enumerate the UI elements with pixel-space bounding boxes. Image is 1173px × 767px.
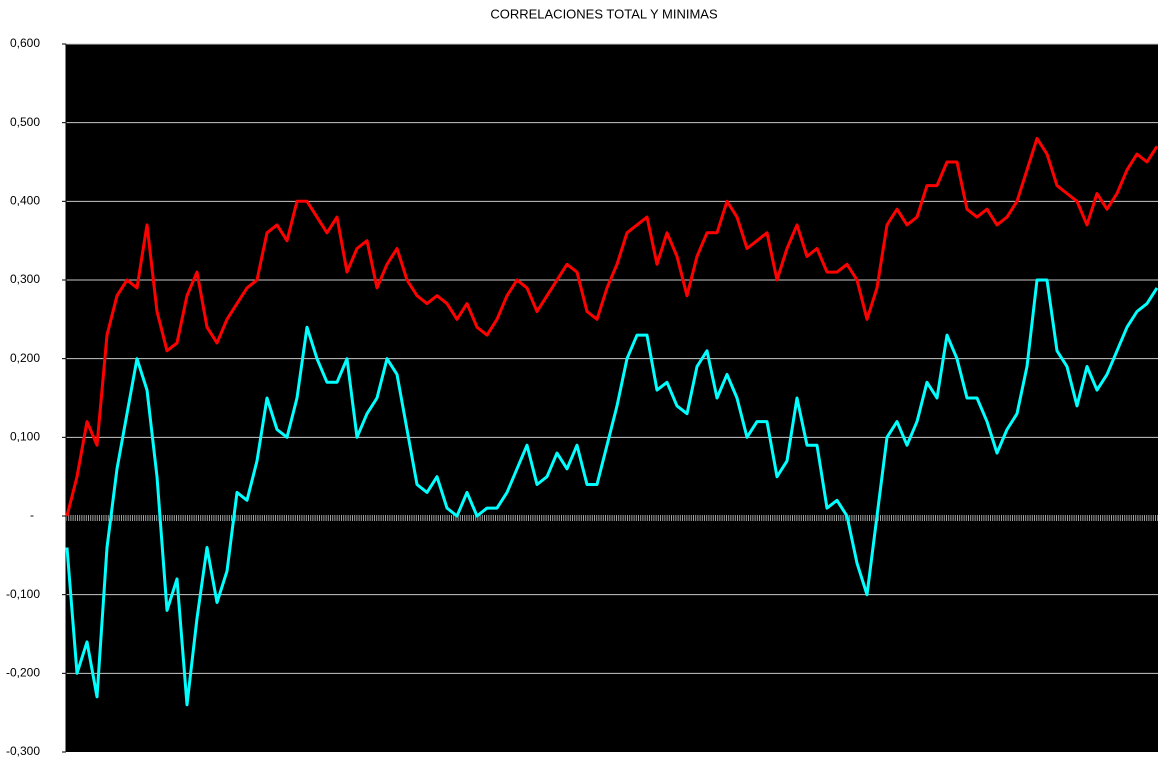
y-tick-label: 0,200 (10, 351, 40, 365)
y-tick-label: 0,600 (10, 36, 40, 50)
y-tick-label: 0,500 (10, 115, 40, 129)
y-tick-label: 0,100 (10, 430, 40, 444)
plot-area (66, 44, 1158, 752)
y-tick-label: -0,300 (6, 744, 40, 758)
series-line (65, 136, 1159, 517)
y-tick-label: -0,100 (6, 587, 40, 601)
y-tick-label: 0,300 (10, 272, 40, 286)
series-line (65, 278, 1159, 707)
y-tick-label: - (30, 508, 34, 522)
chart-title: CORRELACIONES TOTAL Y MINIMAS (490, 6, 718, 21)
y-tick-label: 0,400 (10, 194, 40, 208)
y-tick-label: -0,200 (6, 666, 40, 680)
